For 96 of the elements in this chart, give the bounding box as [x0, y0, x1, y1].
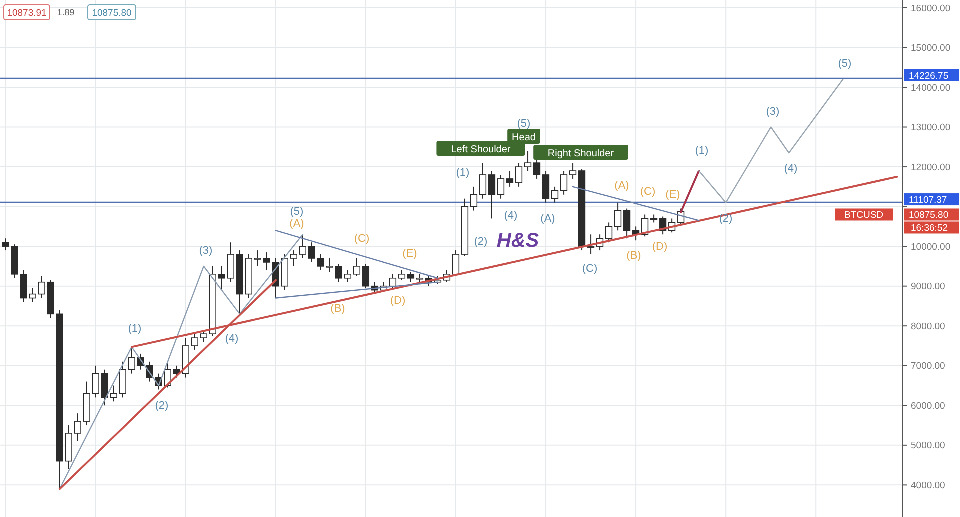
- candlestick: [542, 170, 550, 204]
- annotation: (2): [474, 236, 488, 248]
- annotation: (C): [640, 186, 656, 198]
- candlestick: [353, 258, 361, 277]
- candlestick: [191, 334, 198, 350]
- candlestick: [20, 270, 28, 303]
- candlestick: [407, 272, 415, 283]
- annotation: 1.89: [57, 8, 75, 18]
- annotation: (4): [504, 210, 518, 222]
- annotation: (A): [540, 212, 556, 225]
- annotation: 10873.91: [7, 8, 47, 19]
- candlestick: [479, 162, 487, 200]
- candlestick: [506, 170, 514, 188]
- annotation: (5): [290, 206, 304, 218]
- candlestick: [308, 242, 316, 263]
- candlestick: [38, 276, 46, 299]
- annotation: (E): [402, 248, 418, 260]
- candlestick: [299, 234, 306, 259]
- ref-line-label: 11107.37: [909, 194, 948, 206]
- y-tick-label: 13000.00: [911, 122, 951, 134]
- annotation: (D): [390, 294, 406, 307]
- candlestick: [614, 202, 622, 232]
- annotation: (1): [456, 166, 470, 179]
- y-tick-label: 16000.00: [911, 3, 951, 14]
- y-tick-label: 9000.00: [911, 282, 946, 293]
- candlestick: [398, 270, 406, 281]
- annotation: (4): [225, 332, 239, 345]
- line-series: [59, 234, 304, 490]
- candlestick: [92, 365, 100, 398]
- candlestick: [606, 222, 613, 244]
- annotation: (B): [626, 250, 642, 262]
- candlestick: [470, 186, 478, 212]
- candlestick: [128, 346, 136, 374]
- annotation: (3): [199, 244, 213, 257]
- annotation: (1): [695, 144, 709, 157]
- annotation: (5): [517, 118, 531, 130]
- annotation: (E): [666, 188, 680, 201]
- candlestick: [389, 274, 397, 289]
- annotation: BTCUSD: [844, 210, 884, 222]
- candlestick: [551, 186, 559, 204]
- y-tick-label: 12000.00: [911, 162, 951, 174]
- candlestick: [515, 162, 523, 188]
- candlestick: [335, 264, 343, 283]
- y-tick-label: 14000.00: [911, 82, 951, 94]
- y-tick-label: 7000.00: [911, 361, 946, 372]
- candlestick: [524, 150, 532, 172]
- y-tick-label: 15000.00: [911, 43, 951, 54]
- candlestick: [227, 242, 234, 283]
- candlestick: [263, 252, 270, 271]
- annotation: Head: [512, 132, 536, 144]
- annotation: (A): [290, 218, 304, 230]
- candlestick: [488, 170, 496, 220]
- annotation: (5): [838, 58, 852, 70]
- annotation: (2): [155, 400, 169, 412]
- candlestick: [74, 413, 82, 442]
- annotation: 10875.80: [92, 8, 132, 19]
- annotation: (4): [784, 162, 798, 175]
- y-tick-label: 5000.00: [911, 440, 946, 452]
- candlestick: [533, 158, 541, 180]
- ref-line-label: 14226.75: [909, 70, 949, 82]
- candlestick: [362, 264, 370, 289]
- annotation: (A): [614, 180, 630, 192]
- candlestick: [344, 270, 352, 283]
- candlestick: [560, 170, 568, 196]
- candlestick: [497, 174, 505, 200]
- annotation: H&S: [496, 230, 540, 252]
- annotation: (C): [582, 262, 598, 275]
- candlestick: [218, 266, 226, 291]
- candlestick: [254, 250, 262, 267]
- candlestick: [326, 258, 334, 273]
- annotation: (1): [128, 322, 142, 335]
- candlestick: [587, 234, 595, 256]
- candlestick: [452, 250, 460, 277]
- y-tick-label: 4000.00: [911, 480, 946, 492]
- text: 10875.80: [909, 210, 949, 222]
- annotation: (B): [330, 302, 346, 315]
- candlestick: [110, 385, 118, 402]
- annotation: (3): [766, 106, 780, 118]
- line-series: [698, 78, 844, 204]
- candlestick: [569, 162, 577, 180]
- candlestick: [624, 208, 631, 240]
- candlestick: [101, 369, 108, 406]
- candlestick: [119, 361, 126, 398]
- annotation: Right Shoulder: [548, 148, 615, 160]
- text: 16:36:52: [911, 223, 948, 234]
- y-tick-label: 10000.00: [911, 242, 951, 253]
- y-tick-label: 6000.00: [911, 400, 946, 412]
- y-tick-label: 8000.00: [911, 321, 946, 332]
- candlestick: [317, 254, 325, 271]
- annotation: Left Shoulder: [451, 144, 512, 156]
- candlestick: [290, 250, 298, 267]
- annotation: (2): [719, 212, 733, 225]
- candlestick: [29, 288, 36, 303]
- candlestick: [2, 238, 10, 252]
- annotation: (D): [652, 240, 668, 253]
- annotation: (C): [354, 232, 370, 245]
